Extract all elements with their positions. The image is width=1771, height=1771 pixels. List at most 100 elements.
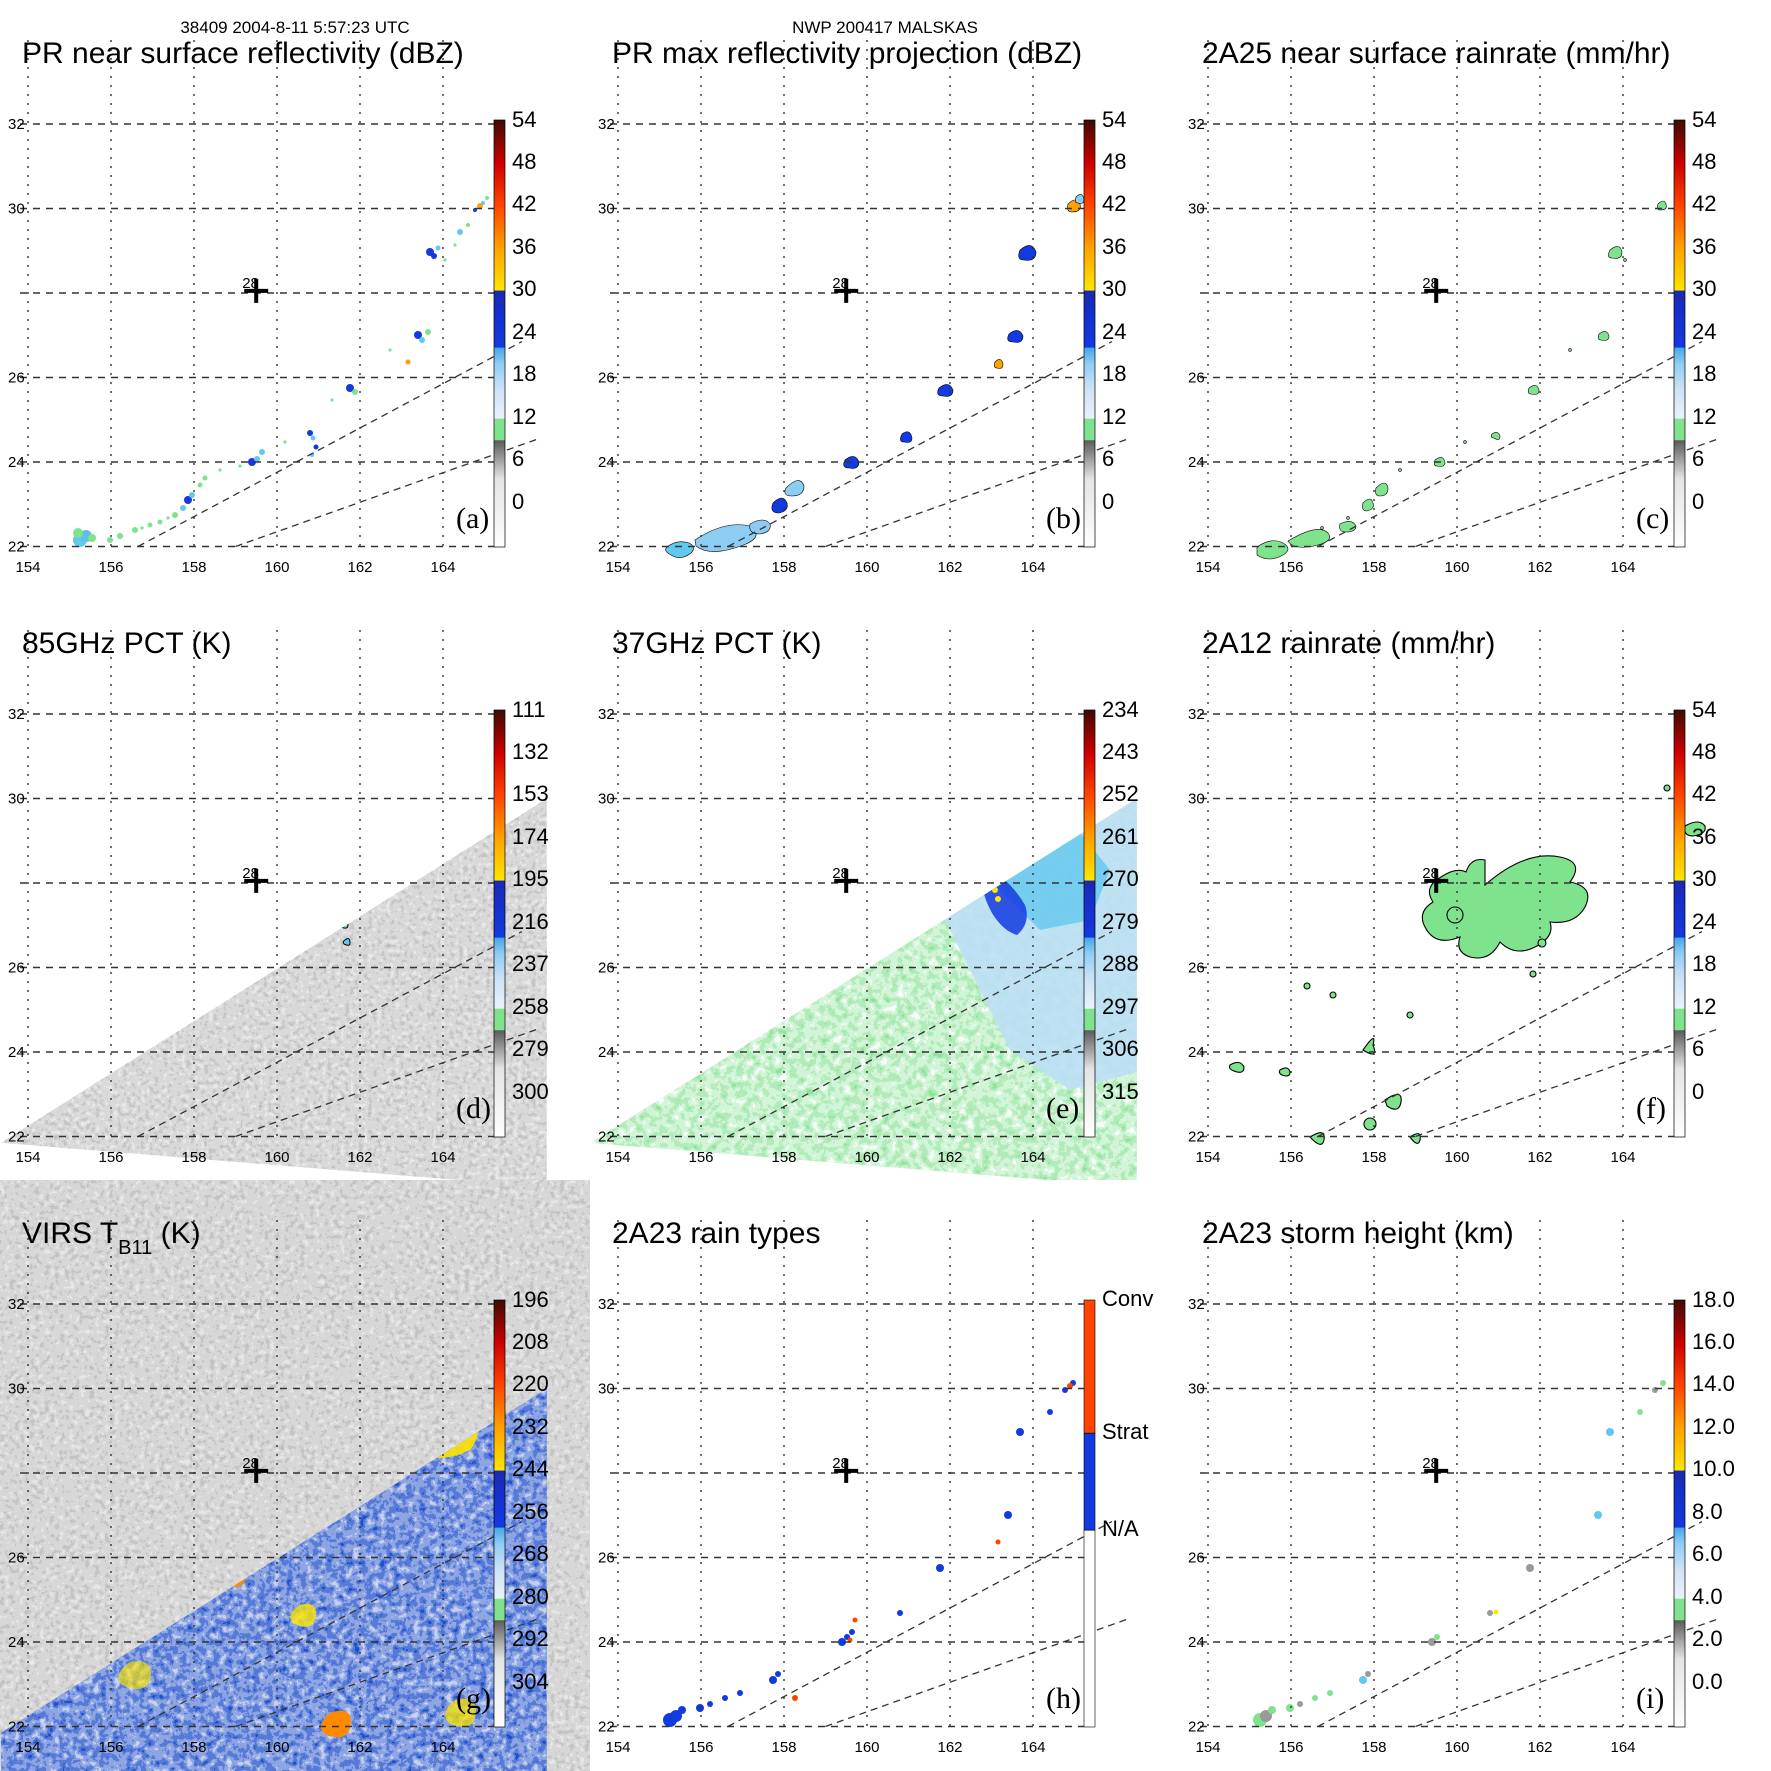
svg-text:12: 12 xyxy=(1692,404,1716,429)
svg-text:48: 48 xyxy=(1692,739,1716,764)
svg-text:54: 54 xyxy=(512,107,536,132)
svg-text:(c): (c) xyxy=(1636,502,1669,535)
svg-text:24: 24 xyxy=(8,1044,25,1061)
svg-text:12: 12 xyxy=(1692,994,1716,1019)
svg-text:154: 154 xyxy=(605,1149,630,1166)
svg-text:6: 6 xyxy=(1102,446,1114,471)
svg-text:162: 162 xyxy=(347,1739,372,1756)
svg-text:6: 6 xyxy=(1692,446,1704,471)
svg-text:162: 162 xyxy=(1527,1739,1552,1756)
svg-text:279: 279 xyxy=(1102,909,1139,934)
svg-text:164: 164 xyxy=(1610,1739,1635,1756)
svg-text:(b): (b) xyxy=(1046,502,1081,535)
svg-text:18.0: 18.0 xyxy=(1692,1287,1735,1312)
svg-text:158: 158 xyxy=(1361,1149,1386,1166)
svg-text:232: 232 xyxy=(512,1414,549,1439)
svg-text:304: 304 xyxy=(512,1669,549,1694)
svg-text:Strat: Strat xyxy=(1102,1419,1148,1444)
svg-text:22: 22 xyxy=(8,1129,25,1146)
svg-text:160: 160 xyxy=(854,1149,879,1166)
svg-text:32: 32 xyxy=(8,706,25,723)
svg-text:158: 158 xyxy=(181,1149,206,1166)
svg-text:PR near surface reflectivity (: PR near surface reflectivity (dBZ) xyxy=(22,37,464,70)
svg-text:160: 160 xyxy=(264,1739,289,1756)
svg-text:14.0: 14.0 xyxy=(1692,1371,1735,1396)
svg-text:(i): (i) xyxy=(1636,1682,1664,1715)
svg-text:48: 48 xyxy=(512,149,536,174)
svg-text:30: 30 xyxy=(8,201,25,218)
svg-text:220: 220 xyxy=(512,1371,549,1396)
svg-text:42: 42 xyxy=(1102,191,1126,216)
svg-text:18: 18 xyxy=(512,361,536,386)
svg-text:160: 160 xyxy=(264,1149,289,1166)
svg-text:85GHz PCT (K): 85GHz PCT (K) xyxy=(22,627,232,660)
svg-text:162: 162 xyxy=(937,1149,962,1166)
svg-text:6: 6 xyxy=(512,446,524,471)
svg-text:(g): (g) xyxy=(456,1682,491,1715)
svg-text:42: 42 xyxy=(512,191,536,216)
svg-text:154: 154 xyxy=(15,559,40,576)
svg-text:0.0: 0.0 xyxy=(1692,1669,1723,1694)
svg-text:22: 22 xyxy=(8,539,25,556)
svg-text:216: 216 xyxy=(512,909,549,934)
svg-text:156: 156 xyxy=(98,559,123,576)
svg-text:158: 158 xyxy=(181,1739,206,1756)
svg-text:268: 268 xyxy=(512,1541,549,1566)
svg-text:54: 54 xyxy=(1692,697,1716,722)
svg-text:0: 0 xyxy=(512,489,524,514)
svg-text:30: 30 xyxy=(598,1381,615,1398)
svg-text:24: 24 xyxy=(598,1634,615,1651)
svg-text:164: 164 xyxy=(1020,1739,1045,1756)
svg-text:156: 156 xyxy=(98,1739,123,1756)
svg-text:42: 42 xyxy=(1692,191,1716,216)
svg-text:(f): (f) xyxy=(1636,1092,1666,1125)
svg-text:160: 160 xyxy=(1444,1739,1469,1756)
svg-text:164: 164 xyxy=(1610,1149,1635,1166)
svg-text:24: 24 xyxy=(8,1634,25,1651)
svg-text:22: 22 xyxy=(1188,539,1205,556)
svg-text:154: 154 xyxy=(1195,1739,1220,1756)
svg-text:164: 164 xyxy=(1020,559,1045,576)
svg-text:30: 30 xyxy=(1102,276,1126,301)
svg-text:30: 30 xyxy=(8,1381,25,1398)
svg-text:196: 196 xyxy=(512,1287,549,1312)
svg-text:30: 30 xyxy=(1188,201,1205,218)
svg-text:158: 158 xyxy=(771,559,796,576)
svg-text:26: 26 xyxy=(8,370,25,387)
svg-text:26: 26 xyxy=(1188,370,1205,387)
svg-text:280: 280 xyxy=(512,1584,549,1609)
svg-text:12: 12 xyxy=(1102,404,1126,429)
svg-text:PR max reflectivity projection: PR max reflectivity projection (dBZ) xyxy=(612,37,1082,70)
svg-text:2.0: 2.0 xyxy=(1692,1626,1723,1651)
svg-text:24: 24 xyxy=(1692,319,1716,344)
svg-text:162: 162 xyxy=(347,559,372,576)
svg-text:208: 208 xyxy=(512,1329,549,1354)
svg-text:300: 300 xyxy=(512,1079,549,1104)
svg-text:315: 315 xyxy=(1102,1079,1139,1104)
svg-text:26: 26 xyxy=(598,1550,615,1567)
svg-text:26: 26 xyxy=(8,960,25,977)
svg-text:256: 256 xyxy=(512,1499,549,1524)
svg-text:297: 297 xyxy=(1102,994,1139,1019)
svg-text:32: 32 xyxy=(598,706,615,723)
svg-text:164: 164 xyxy=(1020,1149,1045,1166)
svg-text:26: 26 xyxy=(8,1550,25,1567)
svg-text:158: 158 xyxy=(771,1149,796,1166)
svg-text:30: 30 xyxy=(512,276,536,301)
svg-text:195: 195 xyxy=(512,866,549,891)
svg-text:54: 54 xyxy=(1692,107,1716,132)
svg-text:2A23 rain types: 2A23 rain types xyxy=(612,1217,820,1250)
svg-text:36: 36 xyxy=(1692,234,1716,259)
svg-text:30: 30 xyxy=(1188,1381,1205,1398)
svg-text:164: 164 xyxy=(1610,559,1635,576)
svg-text:32: 32 xyxy=(1188,1296,1205,1313)
svg-text:156: 156 xyxy=(688,1739,713,1756)
svg-text:30: 30 xyxy=(8,791,25,808)
svg-text:156: 156 xyxy=(98,1149,123,1166)
svg-text:30: 30 xyxy=(1188,791,1205,808)
svg-text:24: 24 xyxy=(1188,1044,1205,1061)
svg-text:154: 154 xyxy=(15,1149,40,1166)
svg-text:2A25 near surface rainrate (mm: 2A25 near surface rainrate (mm/hr) xyxy=(1202,37,1671,70)
svg-text:2A12 rainrate (mm/hr): 2A12 rainrate (mm/hr) xyxy=(1202,627,1495,660)
svg-text:156: 156 xyxy=(1278,1739,1303,1756)
